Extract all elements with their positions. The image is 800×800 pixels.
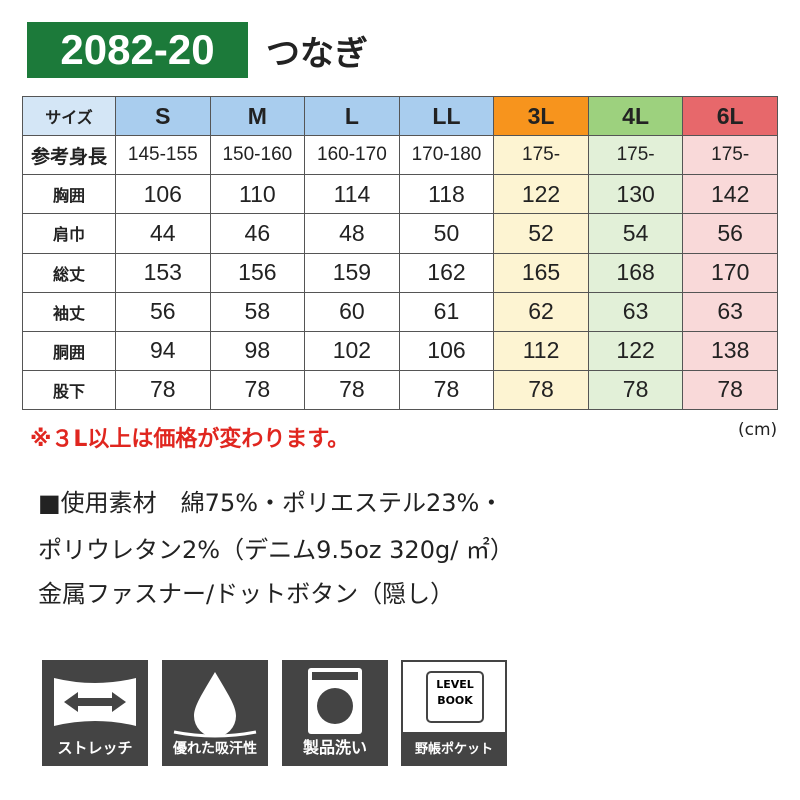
table-cell: 165 <box>493 252 589 293</box>
row-header: 胴囲 <box>22 330 116 371</box>
header-row: サイズ S M L LL 3L 4L 6L <box>22 95 778 137</box>
spec-line: ■使用素材 綿75%・ポリエステル23%・ <box>38 489 504 517</box>
table-cell: 110 <box>209 174 306 215</box>
table-cell: 162 <box>398 252 495 293</box>
icon-label: 野帳ポケット <box>415 741 493 757</box>
price-note: ※３L以上は価格が変わります。 <box>30 427 350 452</box>
icon-text: LEVEL <box>436 678 474 691</box>
table-cell: 142 <box>682 174 778 215</box>
table-cell: 54 <box>587 213 684 254</box>
table-cell: 78 <box>587 369 684 411</box>
column-header: M <box>209 95 306 137</box>
table-cell: 118 <box>398 174 495 215</box>
table-cell: 175- <box>587 135 684 176</box>
column-header: 6L <box>682 95 778 137</box>
table-cell: 98 <box>209 330 306 371</box>
table-cell: 114 <box>304 174 400 215</box>
row-header: 胸囲 <box>22 174 116 215</box>
table-row: 股下 78 78 78 78 78 78 78 <box>22 369 778 411</box>
table-cell: 61 <box>398 291 495 332</box>
table-cell: 58 <box>209 291 306 332</box>
table-row: 袖丈 56 58 60 61 62 63 63 <box>22 291 778 332</box>
size-table: サイズ S M L LL 3L 4L 6L 参考身長 145-155 150-160 160-170 1… <box>22 95 778 411</box>
table-cell: 56 <box>682 213 778 254</box>
table-cell: 145-155 <box>115 135 211 176</box>
unit: (cm) <box>738 420 778 440</box>
row-header: 袖丈 <box>22 291 116 332</box>
product-title: つなぎ <box>266 34 368 74</box>
table-cell: 78 <box>304 369 400 411</box>
spec-line: 金属ファスナー/ドットボタン（隠し） <box>38 580 455 608</box>
table-cell: 168 <box>587 252 684 293</box>
table-cell: 112 <box>493 330 589 371</box>
table-cell: 156 <box>209 252 306 293</box>
table-cell: 106 <box>398 330 495 371</box>
table-cell: 170-180 <box>398 135 495 176</box>
icon-wash: 製品洗い <box>282 660 388 766</box>
table-cell: 102 <box>304 330 400 371</box>
table-cell: 138 <box>682 330 778 371</box>
table-cell: 122 <box>587 330 684 371</box>
row-header: 総丈 <box>22 252 116 293</box>
table-cell: 106 <box>115 174 211 215</box>
row-header: 股下 <box>22 369 116 411</box>
table-cell: 44 <box>115 213 211 254</box>
table-cell: 78 <box>682 369 778 411</box>
table-row: 参考身長 145-155 150-160 160-170 170-180 175- 175-… <box>22 135 778 176</box>
table-row: 胸囲 106 110 114 118 122 130 142 <box>22 174 778 215</box>
column-header: L <box>304 95 400 137</box>
table-cell: 62 <box>493 291 589 332</box>
table-cell: 46 <box>209 213 306 254</box>
column-header: サイズ <box>22 95 116 137</box>
table-cell: 78 <box>398 369 495 411</box>
table-cell: 175- <box>682 135 778 176</box>
table-cell: 159 <box>304 252 400 293</box>
table-cell: 50 <box>398 213 495 254</box>
icon-label: ストレッチ <box>57 739 132 757</box>
table-cell: 52 <box>493 213 589 254</box>
icon-label: 優れた吸汗性 <box>172 740 257 757</box>
table-cell: 94 <box>115 330 211 371</box>
table-cell: 63 <box>682 291 778 332</box>
table-cell: 170 <box>682 252 778 293</box>
table-row: 胴囲 94 98 102 106 112 122 138 <box>22 330 778 371</box>
icon-sweat: 優れた吸汗性 <box>162 660 268 766</box>
product-code: 2082-20 <box>27 22 248 78</box>
table-cell: 78 <box>209 369 306 411</box>
table-row: 総丈 153 156 159 162 165 168 170 <box>22 252 778 293</box>
table-cell: 153 <box>115 252 211 293</box>
table-row: 肩巾 44 46 48 50 52 54 56 <box>22 213 778 254</box>
icon-stretch: ストレッチ <box>42 660 148 766</box>
table-cell: 150-160 <box>209 135 306 176</box>
icon-text: BOOK <box>437 694 473 707</box>
icon-label: 製品洗い <box>302 738 367 757</box>
table-cell: 160-170 <box>304 135 400 176</box>
column-header: 3L <box>493 95 589 137</box>
icon-pocket: LEVEL BOOK 野帳ポケット <box>401 660 507 766</box>
column-header: LL <box>398 95 495 137</box>
row-header: 参考身長 <box>22 135 116 176</box>
table-cell: 78 <box>493 369 589 411</box>
table-cell: 175- <box>493 135 589 176</box>
column-header: S <box>115 95 211 137</box>
table-cell: 48 <box>304 213 400 254</box>
table-cell: 56 <box>115 291 211 332</box>
table-cell: 122 <box>493 174 589 215</box>
spec-line: ポリウレタン2%（デニム9.5oz 320g/ ㎡） <box>38 536 514 564</box>
row-header: 肩巾 <box>22 213 116 254</box>
table-cell: 130 <box>587 174 684 215</box>
column-header: 4L <box>587 95 684 137</box>
table-cell: 78 <box>115 369 211 411</box>
table-cell: 60 <box>304 291 400 332</box>
table-cell: 63 <box>587 291 684 332</box>
